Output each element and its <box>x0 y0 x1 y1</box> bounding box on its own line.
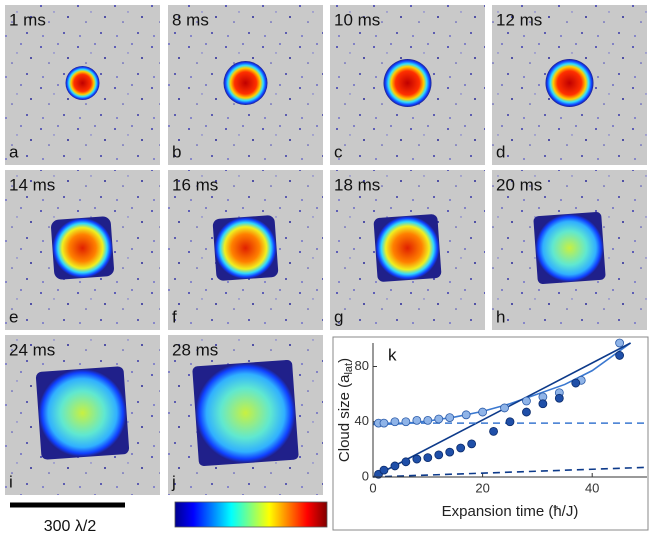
y-label-text: Cloud size (a <box>336 374 353 462</box>
data-point <box>505 417 515 427</box>
time-label: 1 ms <box>9 10 46 29</box>
panel-letter: j <box>171 472 176 491</box>
data-point <box>412 454 422 464</box>
data-point <box>412 415 422 425</box>
fit-line <box>372 466 648 478</box>
time-label: 18 ms <box>334 175 380 194</box>
data-point <box>423 415 433 425</box>
time-label: 12 ms <box>496 10 542 29</box>
data-point <box>379 418 389 428</box>
data-point <box>467 439 477 449</box>
data-point <box>500 403 509 413</box>
atom-cloud <box>51 216 114 280</box>
data-point <box>434 414 444 424</box>
data-point <box>456 443 466 453</box>
data-point <box>554 393 564 403</box>
panel-letter: a <box>9 142 19 161</box>
y-axis-label: Cloud size (alat) <box>336 358 355 462</box>
data-point <box>615 351 624 360</box>
scale-bar-label: 300 λ/2 <box>44 518 97 535</box>
atom-cloud <box>35 366 130 460</box>
time-label: 8 ms <box>172 10 209 29</box>
data-point <box>571 378 581 388</box>
axes <box>372 343 647 478</box>
panel-letter: g <box>334 307 343 326</box>
panel-letter: h <box>496 307 505 326</box>
atom-cloud <box>545 59 594 107</box>
data-point <box>538 399 548 409</box>
x-axis-label: Expansion time (ħ/J) <box>442 503 579 520</box>
time-label: 14 ms <box>9 175 55 194</box>
panel-letter: b <box>172 142 181 161</box>
data-point <box>434 450 444 460</box>
panel-letter: c <box>334 142 343 161</box>
atom-cloud <box>223 61 268 105</box>
atom-cloud <box>373 214 442 282</box>
data-point <box>489 427 498 436</box>
time-label: 24 ms <box>9 340 55 359</box>
atom-cloud <box>533 212 606 284</box>
panel-letter: f <box>172 307 177 326</box>
data-point <box>522 407 531 417</box>
time-label: 16 ms <box>172 175 218 194</box>
colorbar <box>174 501 328 528</box>
x-tick-label: 40 <box>585 480 599 495</box>
data-point <box>390 461 400 471</box>
atom-cloud <box>383 59 432 107</box>
data-point <box>379 465 389 475</box>
data-point <box>522 396 531 406</box>
data-point <box>423 453 433 463</box>
y-label-sub: lat <box>343 363 355 375</box>
time-label: 10 ms <box>334 10 380 29</box>
data-point <box>401 457 411 467</box>
y-tick-label: 80 <box>355 358 369 373</box>
data-point <box>461 410 471 420</box>
y-tick-label: 40 <box>355 413 369 428</box>
data-point <box>445 413 455 422</box>
panel-letter: e <box>9 307 18 326</box>
atom-cloud <box>192 359 299 467</box>
y-label-end: ) <box>336 358 353 363</box>
data-point <box>401 417 411 427</box>
atom-cloud <box>65 66 100 100</box>
data-point <box>445 447 455 457</box>
panel-letter: k <box>388 345 397 364</box>
data-point <box>478 407 488 417</box>
y-tick-label: 0 <box>362 468 369 483</box>
panel-letter: d <box>496 142 505 161</box>
x-tick-label: 0 <box>369 480 376 495</box>
time-label: 28 ms <box>172 340 218 359</box>
data-point <box>390 417 400 427</box>
data-point <box>615 338 624 348</box>
time-label: 20 ms <box>496 175 542 194</box>
x-tick-label: 20 <box>475 480 489 495</box>
panel-letter: i <box>9 472 13 491</box>
atom-cloud <box>212 215 279 281</box>
